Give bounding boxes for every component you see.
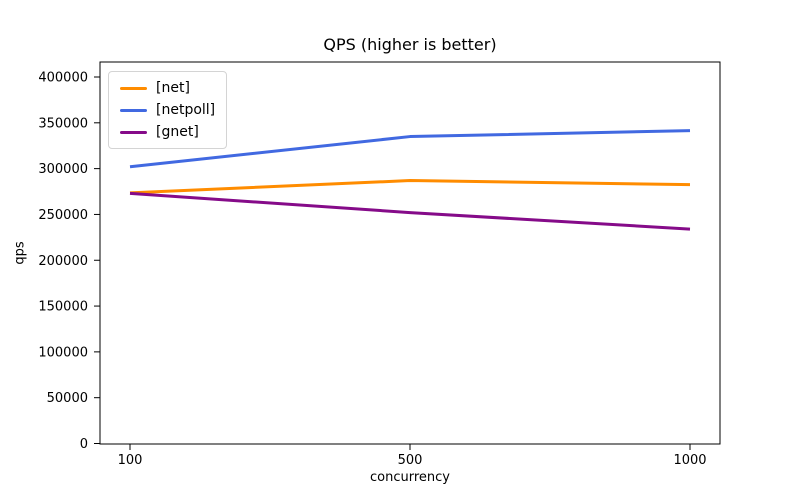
legend-item-gnet: [gnet]: [120, 121, 215, 143]
y-tick-label: 0: [80, 437, 88, 452]
y-tick-label: 250000: [38, 208, 88, 223]
x-tick-label: 500: [398, 453, 423, 468]
x-axis-label: concurrency: [370, 470, 450, 485]
legend-swatch: [120, 108, 147, 112]
legend: [net] [netpoll] [gnet]: [108, 71, 228, 149]
series-line-netpoll: [129, 129, 691, 169]
y-axis-ticks: 0 50000 100000 150000 200000 250000 300000 3500…: [38, 71, 100, 452]
y-tick-label: 200000: [38, 254, 88, 269]
x-tick-label: 1000: [673, 453, 706, 468]
legend-label: [gnet]: [156, 124, 199, 140]
y-axis-label: qps: [12, 241, 28, 265]
series-line-gnet: [129, 191, 691, 231]
chart-title: QPS (higher is better): [323, 35, 497, 54]
legend-swatch: [120, 130, 147, 134]
y-tick-label: 100000: [38, 345, 88, 360]
legend-label: [net]: [156, 80, 190, 96]
legend-swatch: [120, 86, 147, 90]
axes-frame: [99, 61, 721, 445]
y-tick-label: 150000: [38, 300, 88, 315]
x-tick-label: 100: [118, 453, 143, 468]
series-line-net: [129, 179, 691, 195]
legend-item-net: [net]: [120, 77, 215, 99]
legend-label: [netpoll]: [156, 102, 216, 118]
y-tick-label: 50000: [47, 391, 88, 406]
series-lines: [129, 129, 691, 231]
legend-item-netpoll: [netpoll]: [120, 99, 215, 121]
x-axis-ticks: 100 500 1000: [118, 444, 707, 468]
y-tick-label: 400000: [38, 71, 88, 86]
y-tick-label: 350000: [38, 116, 88, 131]
y-tick-label: 300000: [38, 162, 88, 177]
